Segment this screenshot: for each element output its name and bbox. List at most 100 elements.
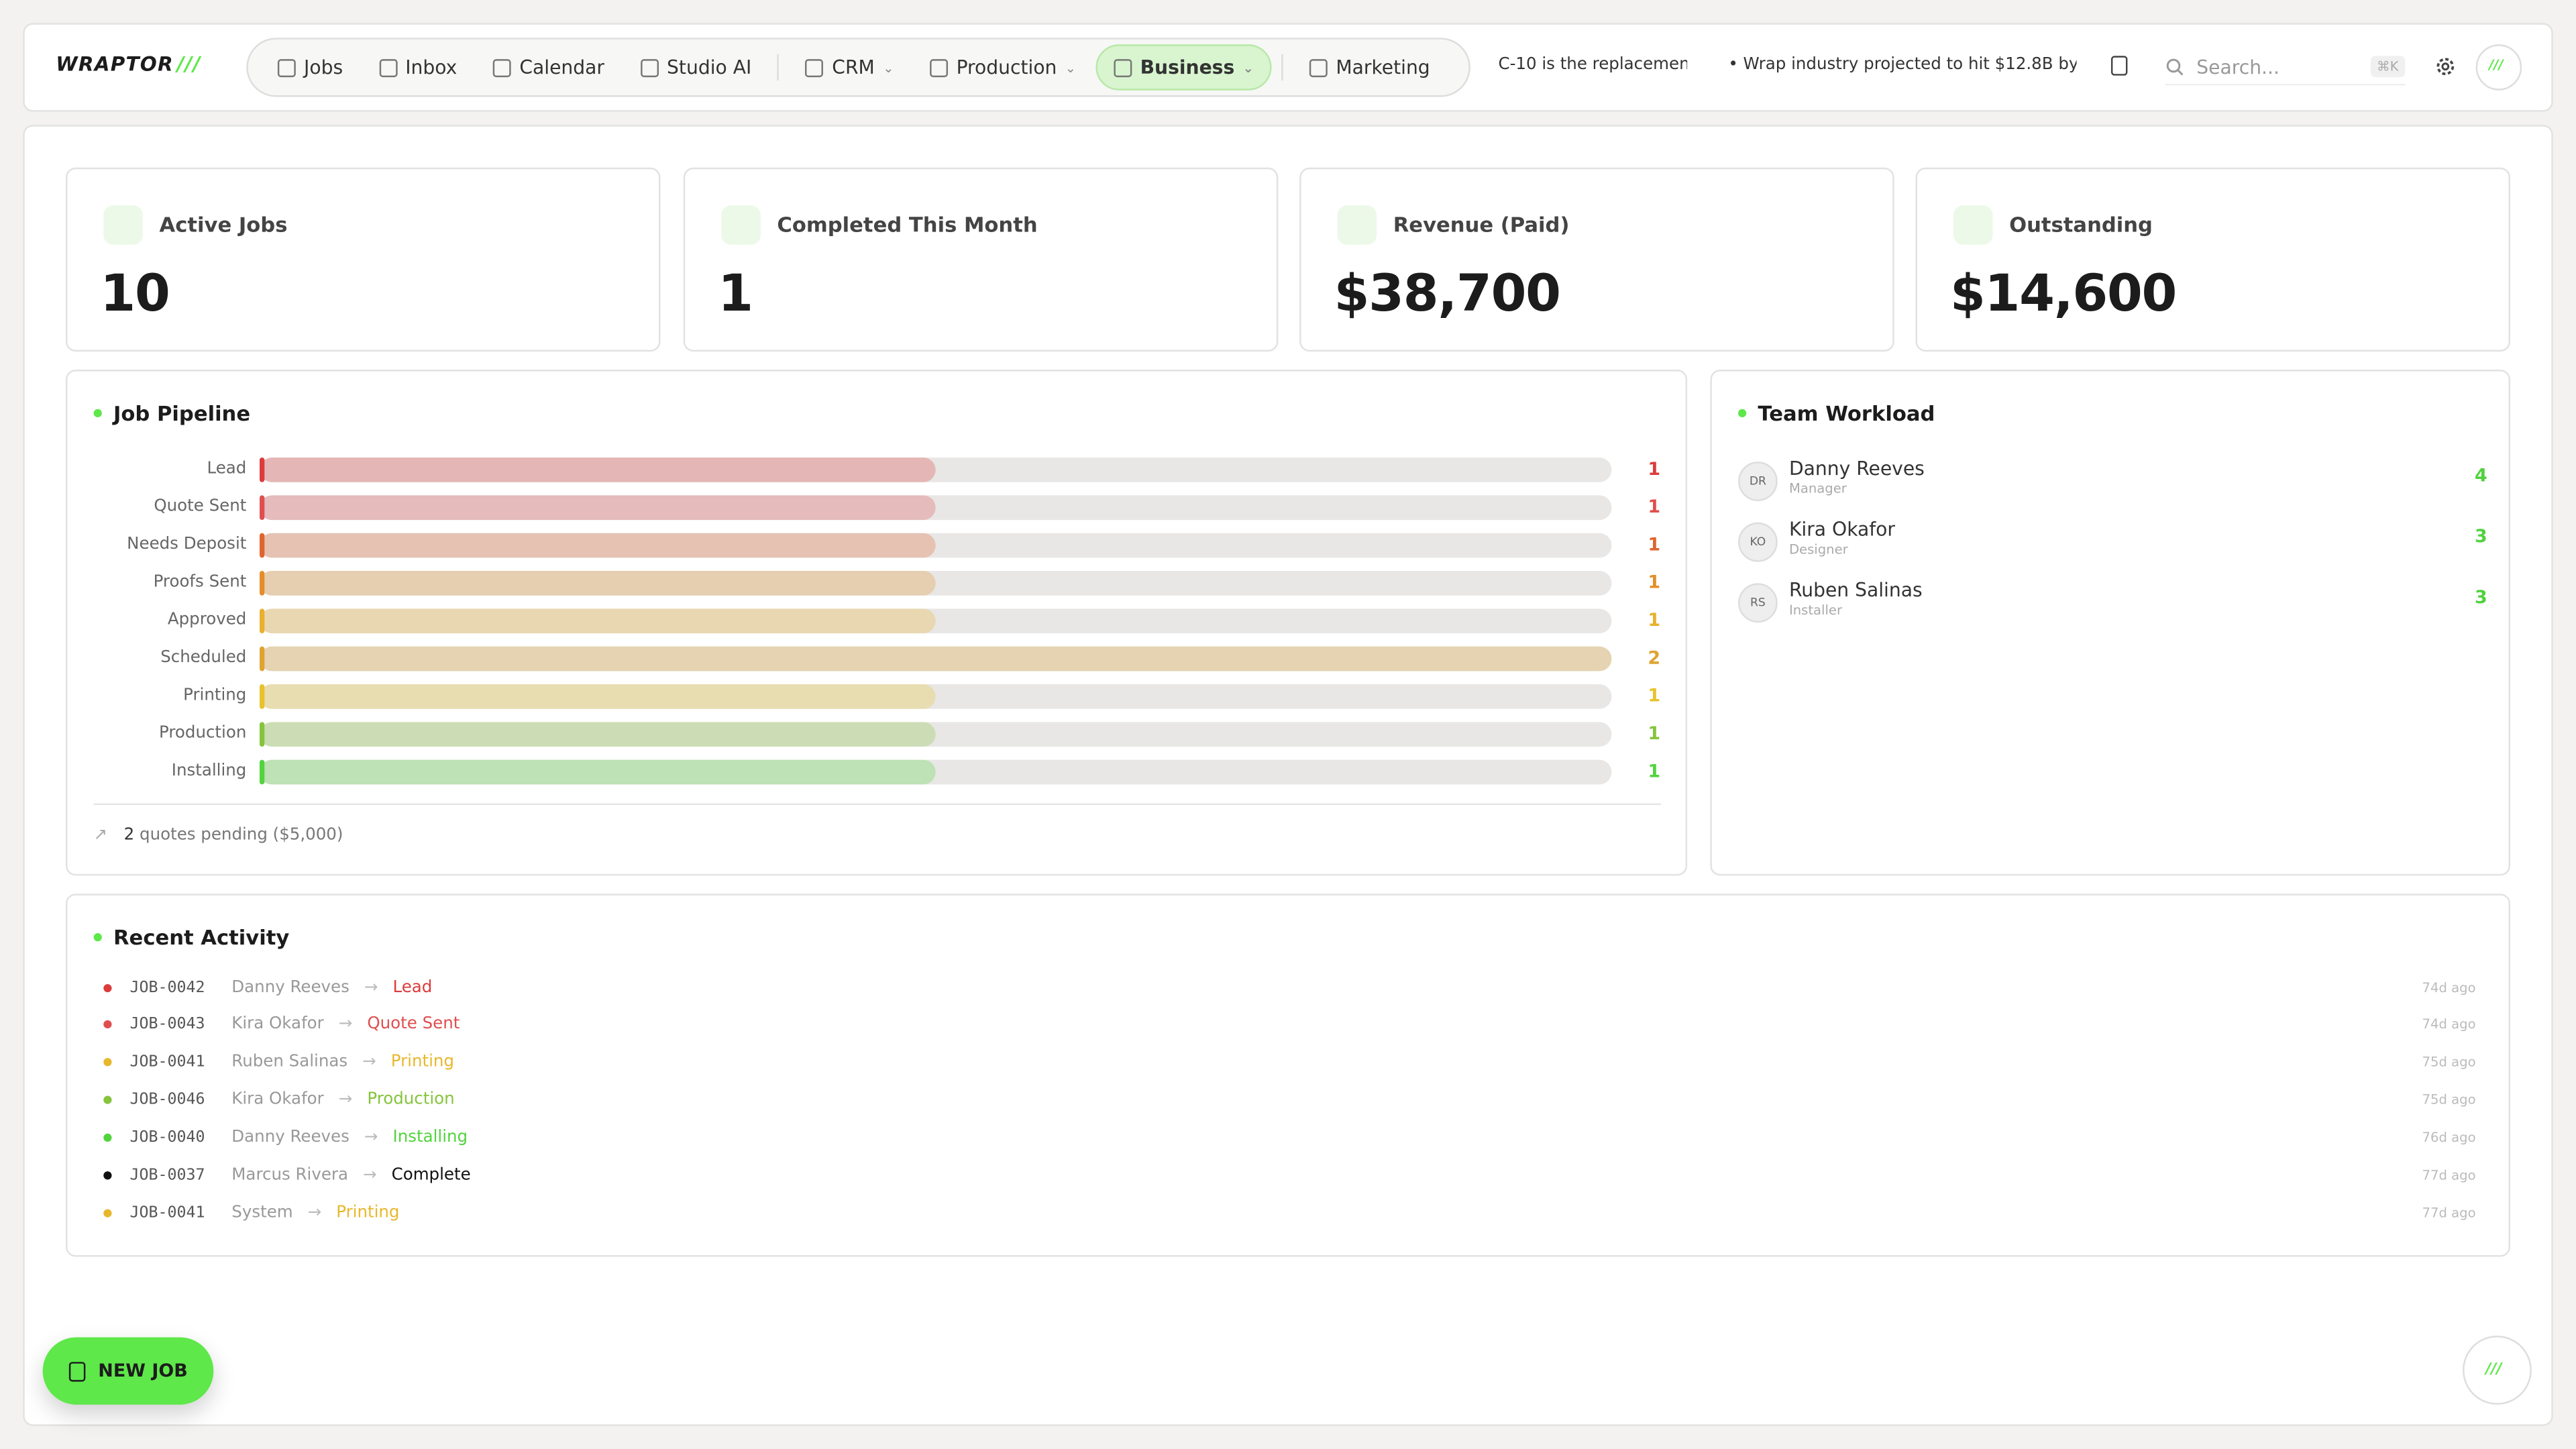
status: Complete xyxy=(391,1166,471,1185)
member-role: Designer xyxy=(1788,542,1848,557)
time: 74d ago xyxy=(2422,979,2476,995)
member-name: Kira Okafor xyxy=(1788,517,1896,541)
bar-track xyxy=(259,495,1612,521)
stage-count: 2 xyxy=(1648,647,1661,669)
search-box[interactable]: Search... ⌘K xyxy=(2165,49,2406,86)
arrow: → xyxy=(338,1016,353,1034)
activity-row: JOB-0041 System → Printing 77d ago xyxy=(103,1200,2476,1226)
track xyxy=(259,533,1612,558)
bar-edge xyxy=(259,608,265,634)
stage-label: Needs Deposit xyxy=(127,535,247,554)
job-id: JOB-0041 xyxy=(129,1053,205,1072)
section-title: Recent Activity xyxy=(94,925,290,950)
status: Production xyxy=(367,1091,455,1110)
status-dot xyxy=(103,1171,112,1180)
nav-label: Jobs xyxy=(304,56,343,79)
arrow: → xyxy=(364,978,378,997)
status-dot xyxy=(103,1134,112,1142)
stat-card: Outstanding $14,600 xyxy=(1915,167,2511,352)
stage-label: Approved xyxy=(167,611,247,629)
person: Danny Reeves xyxy=(231,1128,350,1147)
nav-item[interactable]: CRM ⌄ xyxy=(790,46,910,89)
stat-value: 1 xyxy=(718,264,753,324)
bar xyxy=(259,533,936,558)
team-member: KO Kira Okafor Designer 3 xyxy=(1738,517,2487,566)
pending-count: 2 xyxy=(123,826,135,845)
stage-count: 1 xyxy=(1648,496,1661,518)
bar xyxy=(259,571,936,596)
nav-separator xyxy=(1281,54,1283,81)
nav-label: Business xyxy=(1140,56,1235,79)
new-job-button[interactable]: NEW JOB xyxy=(42,1337,214,1405)
bar xyxy=(259,684,936,709)
track xyxy=(259,722,1612,747)
nav-item[interactable]: Production ⌄ xyxy=(914,46,1093,89)
fab-icon xyxy=(68,1360,85,1381)
stage-label: Installing xyxy=(171,762,247,781)
job-id: JOB-0046 xyxy=(129,1091,205,1110)
team-member: DR Danny Reeves Manager 4 xyxy=(1738,457,2487,506)
bar-edge xyxy=(259,495,265,521)
nav-label: Calendar xyxy=(519,56,604,79)
pipeline-row: Lead 1 xyxy=(67,457,1688,483)
bar xyxy=(259,608,936,634)
arrow: → xyxy=(338,1091,353,1110)
ticker-text: Wrap industry projected to hit $12.8B by… xyxy=(1743,56,2077,74)
notes-button[interactable] xyxy=(2110,56,2128,76)
pipeline-row: Approved 1 xyxy=(67,608,1688,634)
bar-edge xyxy=(259,571,265,596)
stat-label: Completed This Month xyxy=(777,211,1038,237)
job-id: JOB-0040 xyxy=(129,1128,205,1147)
nav-item[interactable]: Business ⌄ xyxy=(1095,44,1272,91)
bar xyxy=(259,722,936,747)
bar-track xyxy=(259,608,1612,634)
stat-value: 10 xyxy=(100,264,170,324)
nav-icon xyxy=(493,58,512,76)
stage-count: 1 xyxy=(1648,685,1661,707)
stat-icon xyxy=(1953,205,1993,245)
nav-icon xyxy=(640,58,659,76)
job-id: JOB-0037 xyxy=(129,1166,205,1185)
dropdown-caret: ⌄ xyxy=(883,60,894,75)
nav-item[interactable]: Calendar xyxy=(477,46,621,89)
nav-label: Inbox xyxy=(405,56,458,79)
pipeline-row: Installing 1 xyxy=(67,759,1688,785)
stat-value: $38,700 xyxy=(1334,264,1561,324)
activity-row: JOB-0046 Kira Okafor → Production 75d ago xyxy=(103,1087,2476,1113)
settings-button[interactable] xyxy=(2434,56,2456,77)
bar-track xyxy=(259,646,1612,672)
bar-track xyxy=(259,533,1612,558)
nav-label: CRM xyxy=(832,56,875,79)
time: 75d ago xyxy=(2422,1055,2476,1071)
nav-item[interactable]: Marketing xyxy=(1293,46,1447,89)
member-role: Installer xyxy=(1788,602,1843,618)
bar xyxy=(259,458,936,482)
bar-edge xyxy=(259,684,265,709)
nav-item[interactable]: Jobs xyxy=(261,46,359,89)
bar xyxy=(259,759,936,785)
avatar: RS xyxy=(1738,583,1778,623)
stage-label: Quote Sent xyxy=(154,498,247,516)
logo-text: WRAPTOR xyxy=(56,52,174,76)
assistant-button[interactable]: /// xyxy=(2463,1336,2532,1405)
nav-item[interactable]: Inbox xyxy=(363,46,474,89)
time: 76d ago xyxy=(2422,1130,2476,1146)
pipeline-row: Printing 1 xyxy=(67,684,1688,710)
bar-track xyxy=(259,571,1612,596)
arrow: → xyxy=(364,1128,378,1147)
arrow: → xyxy=(307,1203,322,1222)
avatar-button[interactable]: /// xyxy=(2475,44,2522,91)
track xyxy=(259,608,1612,634)
activity-row: JOB-0042 Danny Reeves → Lead 74d ago xyxy=(103,974,2476,1000)
stat-icon xyxy=(1337,205,1377,245)
status-dot xyxy=(103,1209,112,1218)
pipeline-row: Production 1 xyxy=(67,721,1688,747)
nav-item[interactable]: Studio AI xyxy=(624,46,767,89)
person: Kira Okafor xyxy=(231,1016,324,1034)
ticker-item: • Wrap industry projected to hit $12.8B … xyxy=(1728,56,2076,74)
bar-edge xyxy=(259,458,265,482)
status-dot xyxy=(103,983,112,991)
logo[interactable]: WRAPTOR/// xyxy=(56,52,201,75)
